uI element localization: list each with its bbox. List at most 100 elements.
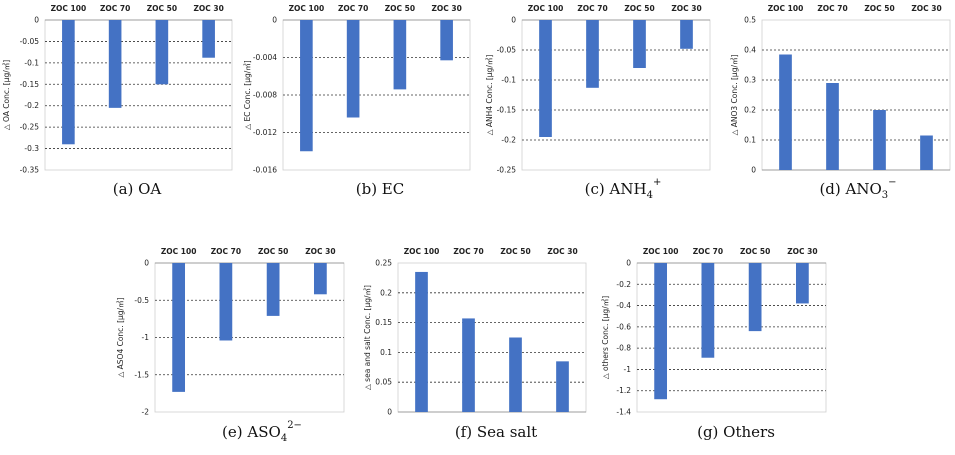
y-tick-label: 0.2	[380, 288, 392, 297]
y-tick-label: -1.4	[616, 408, 631, 417]
bar-zoc-70	[346, 20, 360, 118]
y-tick-label: -0.016	[253, 166, 277, 175]
y-tick-label: 0	[511, 16, 516, 25]
category-label: ZOC 30	[431, 4, 461, 13]
y-axis-label: △ ANO3 Conc. [μg/㎥]	[730, 55, 739, 136]
chart-caption: (e) ASO42−	[222, 420, 302, 444]
y-tick-label: 0.5	[744, 16, 756, 25]
category-label: ZOC 30	[547, 247, 577, 256]
y-tick-label: 0.4	[744, 46, 756, 55]
chart-caption: (b) EC	[356, 180, 405, 198]
y-tick-label: 0.1	[380, 348, 392, 357]
chart-4: 0 0.1 0.2 0.3 0.4 0.5 ZOC 100 ZOC 70 ZOC 50 ZOC 3…	[730, 4, 951, 201]
y-tick-label: -1	[142, 333, 150, 342]
category-label: ZOC 100	[528, 4, 564, 13]
category-label: ZOC 30	[671, 4, 701, 13]
chart-caption: (g) Others	[697, 423, 775, 441]
y-tick-label: -0.004	[253, 53, 277, 62]
y-tick-label: -0.008	[253, 91, 277, 100]
bar-zoc-100	[539, 20, 552, 137]
y-tick-label: -1	[624, 365, 632, 374]
y-tick-label: -1.5	[134, 370, 149, 379]
y-tick-label: -0.5	[134, 296, 149, 305]
bar-zoc-100	[300, 20, 313, 152]
y-tick-label: 0	[144, 259, 149, 268]
category-label: ZOC 100	[643, 247, 679, 256]
category-label: ZOC 100	[289, 4, 325, 13]
category-label: ZOC 70	[453, 247, 483, 256]
y-tick-label: 0.05	[375, 378, 392, 387]
chart-caption: (a) OA	[113, 180, 162, 198]
y-tick-label: -0.4	[616, 301, 631, 310]
category-label: ZOC 100	[768, 4, 804, 13]
bar-zoc-70	[826, 83, 839, 170]
bar-zoc-70	[219, 263, 233, 341]
y-tick-label: -1.2	[616, 386, 631, 395]
y-tick-label: -0.05	[20, 37, 40, 46]
y-tick-label: -0.012	[253, 128, 277, 137]
y-axis-label: △ EC Conc. [μg/㎥]	[243, 60, 252, 129]
chart-6: 0 0.05 0.1 0.15 0.2 0.25 ZOC 100 ZOC 70 ZOC 50 ZO…	[363, 247, 587, 441]
bar-zoc-30	[313, 263, 327, 295]
category-label: ZOC 100	[161, 247, 197, 256]
bar-zoc-30	[795, 263, 809, 304]
y-tick-label: 0.1	[744, 136, 756, 145]
y-tick-label: -0.6	[616, 322, 631, 331]
y-axis-label: △ ASO4 Conc. [μg/㎥]	[116, 297, 125, 377]
category-label: ZOC 50	[147, 4, 177, 13]
bar-zoc-70	[586, 20, 599, 88]
y-tick-label: -0.25	[20, 123, 40, 132]
bar-zoc-30	[920, 135, 933, 170]
bar-zoc-100	[779, 54, 792, 170]
bar-zoc-50	[155, 20, 169, 85]
bar-zoc-30	[680, 20, 693, 49]
bar-zoc-30	[202, 20, 215, 58]
bar-zoc-100	[415, 271, 428, 412]
chart-caption: (d) ANO3−	[819, 177, 896, 201]
category-label: ZOC 30	[787, 247, 817, 256]
y-tick-label: -0.25	[497, 166, 517, 175]
y-tick-label: -0.2	[616, 280, 631, 289]
category-label: ZOC 70	[100, 4, 130, 13]
y-tick-label: -0.1	[24, 58, 39, 67]
y-tick-label: -0.2	[24, 101, 39, 110]
bar-zoc-50	[873, 110, 886, 170]
category-label: ZOC 30	[193, 4, 223, 13]
category-label: ZOC 70	[211, 247, 241, 256]
bar-zoc-30	[440, 20, 453, 61]
category-label: ZOC 70	[693, 247, 723, 256]
category-label: ZOC 30	[305, 247, 335, 256]
y-axis-label: △ sea and salt Conc. [μg/㎥]	[363, 285, 372, 390]
chart-5: 0 -0.5 -1 -1.5 -2 ZOC 100 ZOC 70 ZOC 50 ZOC 30 △ …	[116, 247, 345, 444]
bar-zoc-50	[748, 263, 762, 332]
y-tick-label: 0.15	[375, 318, 392, 327]
category-label: ZOC 70	[338, 4, 368, 13]
y-axis-label: △ ANH4 Conc. [μg/㎥]	[485, 55, 494, 136]
bar-zoc-50	[633, 20, 646, 68]
y-axis-label: △ others Conc. [μg/㎥]	[601, 296, 610, 379]
category-label: ZOC 70	[577, 4, 607, 13]
y-tick-label: 0	[272, 16, 277, 25]
y-tick-label: -0.05	[497, 46, 517, 55]
chart-3: 0 -0.05 -0.1 -0.15 -0.2 -0.25 ZOC 100 ZOC 70 ZOC…	[485, 4, 711, 201]
bar-zoc-100	[654, 263, 668, 400]
bar-zoc-50	[509, 337, 522, 412]
y-tick-label: 0	[751, 166, 756, 175]
bar-zoc-100	[62, 20, 75, 145]
chart-7: 0 -0.2 -0.4 -0.6 -0.8 -1 -1.2 -1.4 ZOC 100 ZOC 70…	[601, 247, 827, 441]
y-tick-label: 0	[387, 408, 392, 417]
y-tick-label: -0.15	[20, 80, 40, 89]
category-label: ZOC 50	[500, 247, 530, 256]
y-tick-label: 0.25	[375, 259, 392, 268]
category-label: ZOC 100	[51, 4, 87, 13]
bar-zoc-70	[108, 20, 122, 108]
y-axis-label: △ OA Conc. [μg/㎥]	[2, 60, 11, 130]
bar-zoc-50	[393, 20, 407, 90]
y-tick-label: -0.1	[501, 76, 516, 85]
bar-zoc-100	[172, 263, 186, 392]
chart-caption: (f) Sea salt	[455, 423, 537, 441]
bar-zoc-30	[556, 361, 569, 412]
category-label: ZOC 50	[385, 4, 415, 13]
bar-zoc-70	[701, 263, 715, 358]
